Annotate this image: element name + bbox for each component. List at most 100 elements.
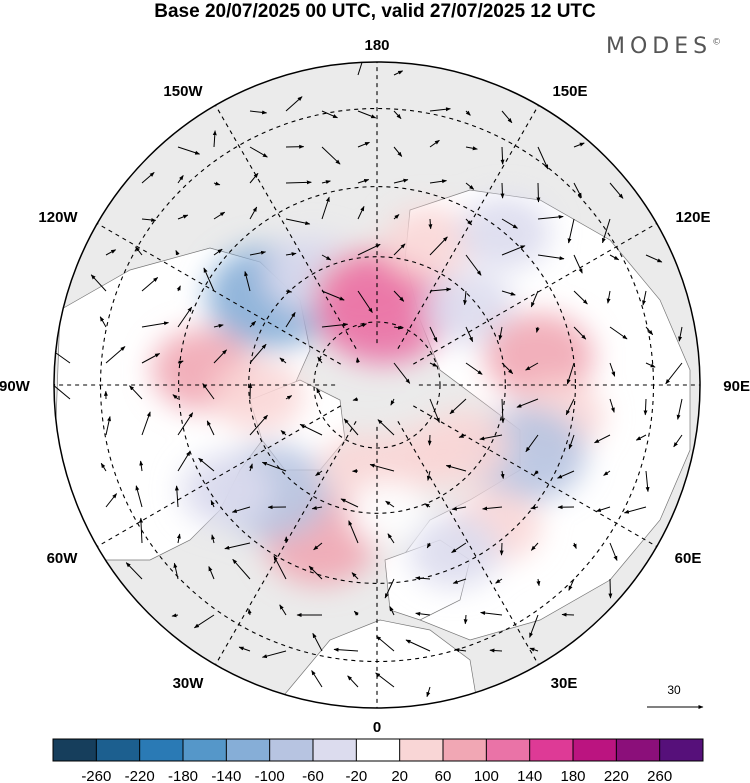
map-boundary xyxy=(53,61,701,709)
wind-vector-227 xyxy=(333,647,359,652)
reference-vector: 30 xyxy=(647,683,704,709)
wind-vector-106 xyxy=(317,356,323,364)
wind-vector-217 xyxy=(353,610,359,616)
wind-vector-190 xyxy=(348,520,359,544)
wind-vector-130 xyxy=(516,398,539,408)
wind-vector-209 xyxy=(536,578,541,587)
wind-vector-85 xyxy=(213,323,224,328)
modes-logo: MODES© xyxy=(606,34,721,59)
wind-vector-146 xyxy=(479,434,503,441)
lon-label-90w: 90W xyxy=(0,378,31,395)
wind-vector-119 xyxy=(129,385,143,400)
wind-vector-186 xyxy=(211,534,216,544)
colorbar-frame xyxy=(52,738,704,762)
wind-vector-219 xyxy=(415,611,431,616)
lon-label-90e: 90E xyxy=(723,378,750,395)
colorbar-swatch-8 xyxy=(399,739,444,761)
wind-vector-195 xyxy=(530,542,539,551)
map-title: Base 20/07/2025 00 UTC, valid 27/07/2025… xyxy=(154,1,596,22)
wind-vector-71 xyxy=(285,289,293,294)
wind-vector-37 xyxy=(177,214,189,220)
wind-vector-185 xyxy=(176,533,181,544)
wind-vector-70 xyxy=(244,271,251,292)
wind-vector-17 xyxy=(429,139,440,148)
wind-vector-93 xyxy=(498,326,503,341)
anomaly-blob-3 xyxy=(315,255,452,364)
colorbar-label-3: -140 xyxy=(211,768,241,783)
wind-vector-189 xyxy=(313,542,323,551)
wind-vector-138 xyxy=(206,420,215,436)
colorbar-swatch-10 xyxy=(486,739,530,761)
wind-vector-82 xyxy=(99,316,107,328)
wind-vector-163 xyxy=(500,470,505,479)
wind-vector-4 xyxy=(321,110,338,119)
anomaly-blob-4 xyxy=(382,206,475,280)
wind-vector-145 xyxy=(458,434,467,438)
registered-mark: © xyxy=(712,37,722,48)
wind-vector-214 xyxy=(247,608,252,616)
wind-vector-23 xyxy=(177,174,184,184)
wind-vector-177 xyxy=(424,503,431,508)
wind-vector-208 xyxy=(495,578,503,584)
colorbar-label-10: 140 xyxy=(517,768,542,783)
wind-vector-21 xyxy=(573,142,585,148)
wind-vector-52 xyxy=(175,249,180,256)
wind-vector-153 xyxy=(139,460,144,472)
wind-vector-63 xyxy=(573,254,583,274)
wind-vector-102 xyxy=(177,360,184,365)
wind-vector-113 xyxy=(566,362,575,385)
wind-vector-168 xyxy=(105,493,117,508)
wind-vector-24 xyxy=(213,181,221,186)
wind-vector-33 xyxy=(536,182,541,203)
anomaly-blob-18 xyxy=(212,358,305,433)
wind-vector-141 xyxy=(299,423,323,436)
wind-vector-35 xyxy=(609,182,624,199)
wind-vector-72 xyxy=(321,290,345,301)
wind-vector-175 xyxy=(340,498,359,508)
lon-label-60e: 60E xyxy=(675,550,702,567)
wind-vector-20 xyxy=(537,146,549,170)
wind-vector-80 xyxy=(606,290,611,304)
wind-vector-234 xyxy=(347,675,359,688)
wind-vector-79 xyxy=(573,290,588,305)
wind-vector-149 xyxy=(594,434,611,444)
wind-vector-167 xyxy=(645,470,650,493)
wind-vector-89 xyxy=(357,323,367,328)
wind-vector-38 xyxy=(213,211,226,220)
wind-vector-164 xyxy=(533,470,539,476)
wind-vector-66 xyxy=(90,274,107,292)
wind-vector-134 xyxy=(676,398,683,420)
wind-vector-73 xyxy=(357,290,373,314)
wind-vector-147 xyxy=(525,434,539,453)
wind-vector-201 xyxy=(232,558,251,580)
wind-vector-75 xyxy=(429,287,452,292)
wind-vector-193 xyxy=(451,542,467,554)
wind-vector-133 xyxy=(643,398,648,416)
wind-vector-127 xyxy=(429,398,440,423)
wind-vector-204 xyxy=(351,572,359,580)
wind-vector-161 xyxy=(426,470,431,481)
colorbar-swatch-13 xyxy=(616,739,660,761)
wind-vector-86 xyxy=(249,320,256,328)
lon-label-150w: 150W xyxy=(163,83,203,100)
wind-vector-144 xyxy=(427,434,432,446)
wind-vector-121 xyxy=(202,383,215,400)
wind-vector-142 xyxy=(343,418,359,436)
colorbar-label-7: 20 xyxy=(391,768,408,783)
wind-vector-8 xyxy=(465,110,471,116)
wind-vector-95 xyxy=(573,326,587,340)
wind-vector-90 xyxy=(393,325,403,330)
wind-vector-42 xyxy=(357,205,365,220)
wind-vector-68 xyxy=(176,285,181,292)
wind-vector-131 xyxy=(565,398,575,416)
wind-vector-207 xyxy=(452,578,467,584)
wind-vector-152 xyxy=(100,462,107,472)
wind-vector-124 xyxy=(316,387,323,400)
wind-vector-94 xyxy=(535,326,540,333)
meridian--150 xyxy=(215,105,357,349)
wind-vector-54 xyxy=(249,250,266,256)
wind-vector-32 xyxy=(500,182,505,199)
wind-vector-53 xyxy=(213,248,223,256)
wind-vectors xyxy=(54,62,683,698)
wind-vector-57 xyxy=(357,243,381,256)
